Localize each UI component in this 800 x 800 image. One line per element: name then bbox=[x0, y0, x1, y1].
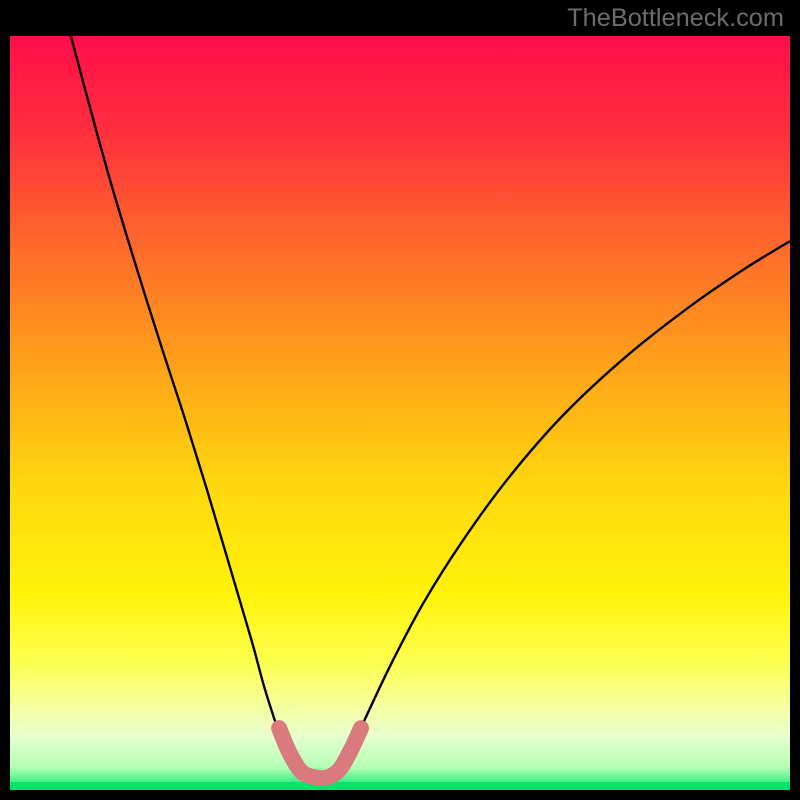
watermark-text: TheBottleneck.com bbox=[567, 4, 784, 33]
curve-right bbox=[353, 241, 790, 745]
plot-area bbox=[10, 36, 790, 790]
bottleneck-overlay bbox=[279, 728, 361, 778]
curves-svg bbox=[10, 36, 790, 790]
curve-left bbox=[71, 36, 283, 745]
chart-stage: TheBottleneck.com bbox=[0, 0, 800, 800]
